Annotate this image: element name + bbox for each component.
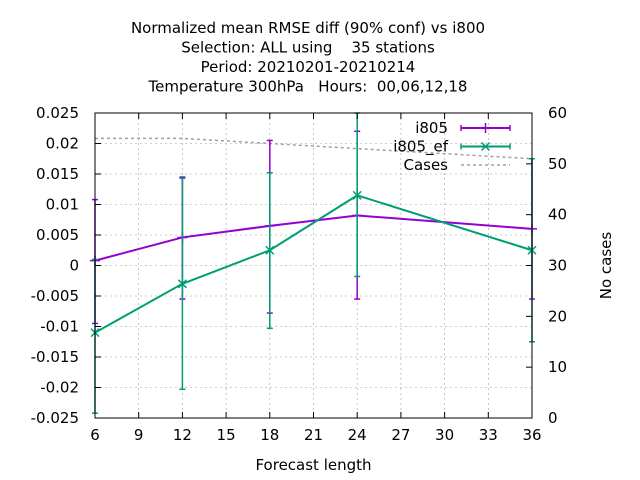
y-tick-label: 0	[69, 257, 79, 275]
y2-tick-label: 0	[548, 409, 558, 427]
y-tick-label: -0.025	[31, 409, 79, 427]
x-tick-label: 18	[260, 426, 279, 444]
x-tick-label: 24	[348, 426, 367, 444]
title-line-2: Selection: ALL using 35 stations	[181, 39, 435, 57]
x-axis-label: Forecast length	[255, 456, 371, 474]
title-line-1: Normalized mean RMSE diff (90% conf) vs …	[131, 19, 485, 37]
y2-tick-label: 20	[548, 307, 567, 325]
x-tick-label: 15	[217, 426, 236, 444]
y2-tick-label: 60	[548, 104, 567, 122]
legend-label: i805_ef	[393, 138, 449, 157]
x-tick-label: 36	[522, 426, 541, 444]
data-point	[265, 245, 275, 255]
y-tick-label: 0.02	[46, 135, 79, 153]
axis-ticks: 6 9 12 15 18 21 24 27 30 33 36 -0.025 -0.02 -0.015 -0.…	[31, 104, 567, 444]
y2-tick-label: 40	[548, 206, 567, 224]
x-tick-label: 30	[435, 426, 454, 444]
legend-label: Cases	[403, 156, 448, 174]
y-tick-label: -0.015	[31, 348, 79, 366]
y2-tick-label: 10	[548, 358, 567, 376]
x-tick-label: 6	[90, 426, 100, 444]
data-point	[352, 190, 362, 200]
x-tick-label: 21	[304, 426, 323, 444]
y-tick-label: 0.005	[36, 226, 79, 244]
y-tick-label: 0.025	[36, 104, 79, 122]
y-tick-label: -0.02	[40, 379, 79, 397]
x-tick-label: 27	[391, 426, 410, 444]
legend-marker	[480, 141, 491, 152]
x-tick-label: 9	[134, 426, 144, 444]
data-point	[177, 279, 187, 289]
title-line-4: Temperature 300hPa Hours: 00,06,12,18	[148, 78, 468, 96]
y-tick-label: 0.015	[36, 165, 79, 183]
y2-tick-label: 30	[548, 257, 567, 275]
legend-label: i805	[415, 119, 448, 137]
y2-tick-label: 50	[548, 155, 567, 173]
chart-title: Normalized mean RMSE diff (90% conf) vs …	[131, 19, 485, 96]
y2-axis-label: No cases	[597, 232, 615, 300]
grid	[95, 113, 532, 418]
x-tick-label: 33	[479, 426, 498, 444]
x-tick-label: 12	[173, 426, 192, 444]
y-tick-label: 0.01	[46, 196, 79, 214]
title-line-3: Period: 20210201-20210214	[201, 58, 416, 76]
y-tick-label: -0.01	[40, 318, 79, 336]
y-tick-label: -0.005	[31, 287, 79, 305]
